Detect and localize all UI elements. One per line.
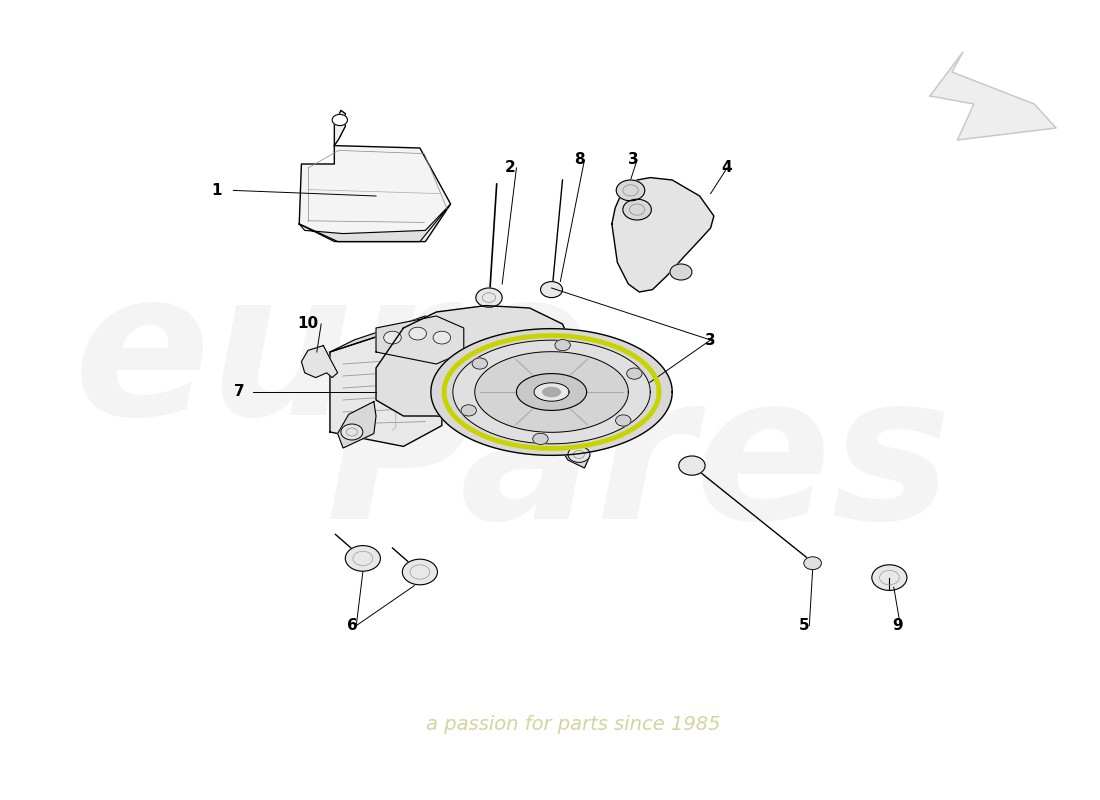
Text: 5: 5 <box>799 618 810 633</box>
Polygon shape <box>299 146 451 242</box>
Text: 7: 7 <box>233 385 244 399</box>
Polygon shape <box>301 346 338 378</box>
Circle shape <box>540 282 562 298</box>
Text: 10: 10 <box>297 317 319 331</box>
Circle shape <box>476 288 503 307</box>
Circle shape <box>532 434 548 445</box>
Circle shape <box>568 446 590 462</box>
Text: 3: 3 <box>705 333 716 347</box>
Text: 9: 9 <box>892 618 902 633</box>
Circle shape <box>804 557 822 570</box>
Circle shape <box>472 358 487 369</box>
Text: a passion for parts since 1985: a passion for parts since 1985 <box>426 714 720 734</box>
Circle shape <box>679 456 705 475</box>
Polygon shape <box>330 316 464 352</box>
Circle shape <box>616 180 645 201</box>
Polygon shape <box>299 204 451 242</box>
Circle shape <box>670 264 692 280</box>
Text: 1: 1 <box>211 183 222 198</box>
Polygon shape <box>330 328 442 446</box>
Circle shape <box>409 327 427 340</box>
Polygon shape <box>534 382 569 402</box>
Polygon shape <box>516 374 586 410</box>
Circle shape <box>616 415 631 426</box>
Circle shape <box>332 114 348 126</box>
Circle shape <box>345 546 381 571</box>
Text: 3: 3 <box>628 153 639 167</box>
Polygon shape <box>334 110 345 146</box>
Polygon shape <box>930 52 1056 140</box>
Circle shape <box>433 331 451 344</box>
Polygon shape <box>431 329 672 455</box>
Circle shape <box>623 199 651 220</box>
Text: euro: euro <box>74 262 591 458</box>
Text: 4: 4 <box>722 161 733 175</box>
Polygon shape <box>612 178 714 292</box>
Text: 6: 6 <box>346 618 358 633</box>
Circle shape <box>872 565 906 590</box>
Circle shape <box>384 331 402 344</box>
Circle shape <box>461 405 476 416</box>
Polygon shape <box>453 340 650 444</box>
Circle shape <box>627 368 642 379</box>
Polygon shape <box>475 352 628 432</box>
Text: Pares: Pares <box>326 366 953 562</box>
Polygon shape <box>376 316 464 364</box>
Circle shape <box>341 424 363 440</box>
Polygon shape <box>376 306 575 420</box>
Polygon shape <box>560 430 590 468</box>
Text: 2: 2 <box>505 161 515 175</box>
Circle shape <box>554 339 570 350</box>
Text: 8: 8 <box>573 153 584 167</box>
Polygon shape <box>338 402 376 448</box>
Circle shape <box>403 559 438 585</box>
Polygon shape <box>542 387 560 397</box>
